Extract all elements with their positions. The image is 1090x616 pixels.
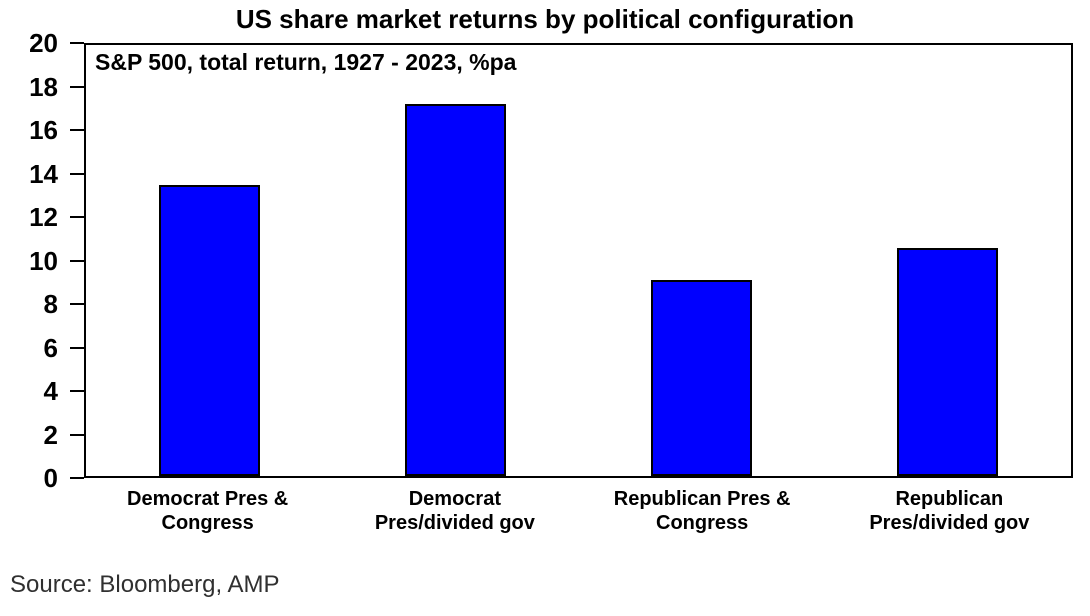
y-tick-mark: [70, 172, 84, 175]
bar-slot: [86, 45, 332, 476]
bar-republican-pres-congress: [651, 280, 753, 476]
source-note: Source: Bloomberg, AMP: [10, 571, 280, 598]
bar-democrat-pres-divided-gov: [404, 103, 506, 476]
y-tick-label: 10: [29, 245, 58, 276]
chart-title: US share market returns by political con…: [235, 4, 855, 34]
x-axis-category-labels: Democrat Pres & Congress Democrat Pres/di…: [84, 487, 1073, 535]
y-tick-mark: [70, 216, 84, 218]
y-tick-label: 6: [43, 332, 58, 363]
y-tick-mark: [70, 303, 84, 305]
bar-slot: [825, 45, 1071, 476]
bars-container: [86, 45, 1071, 476]
category-label: Democrat Pres & Congress: [127, 488, 289, 534]
y-tick-label: 0: [43, 463, 58, 493]
bar-slot: [332, 45, 578, 476]
bar-slot: [579, 45, 825, 476]
y-tick-mark: [70, 390, 84, 392]
y-tick-mark: [70, 42, 84, 44]
y-tick-label: 8: [43, 289, 58, 319]
bar-republican-pres-divided-gov: [897, 247, 999, 476]
bar-democrat-pres-congress: [158, 185, 260, 476]
y-tick-label: 20: [29, 28, 58, 58]
y-tick-label: 12: [29, 202, 58, 232]
y-tick-mark: [70, 129, 84, 131]
y-tick-label: 2: [43, 419, 58, 450]
y-tick-label: 4: [43, 376, 58, 406]
y-tick-label: 18: [29, 71, 58, 102]
chart-subtitle: S&P 500, total return, 1927 - 2023, %pa: [95, 49, 517, 75]
plot-area: S&P 500, total return, 1927 - 2023, %pa: [84, 43, 1073, 478]
y-tick-mark: [70, 477, 84, 479]
category-label: Republican Pres/divided gov: [869, 488, 1030, 534]
category-label: Democrat Pres/divided gov: [374, 488, 535, 534]
y-tick-label: 14: [29, 158, 58, 189]
y-tick-mark: [70, 433, 84, 436]
y-tick-mark: [70, 259, 84, 262]
y-tick-mark: [70, 346, 84, 349]
y-tick-label: 16: [29, 115, 58, 145]
y-tick-mark: [70, 85, 84, 88]
category-label: Republican Pres & Congress: [613, 488, 791, 534]
